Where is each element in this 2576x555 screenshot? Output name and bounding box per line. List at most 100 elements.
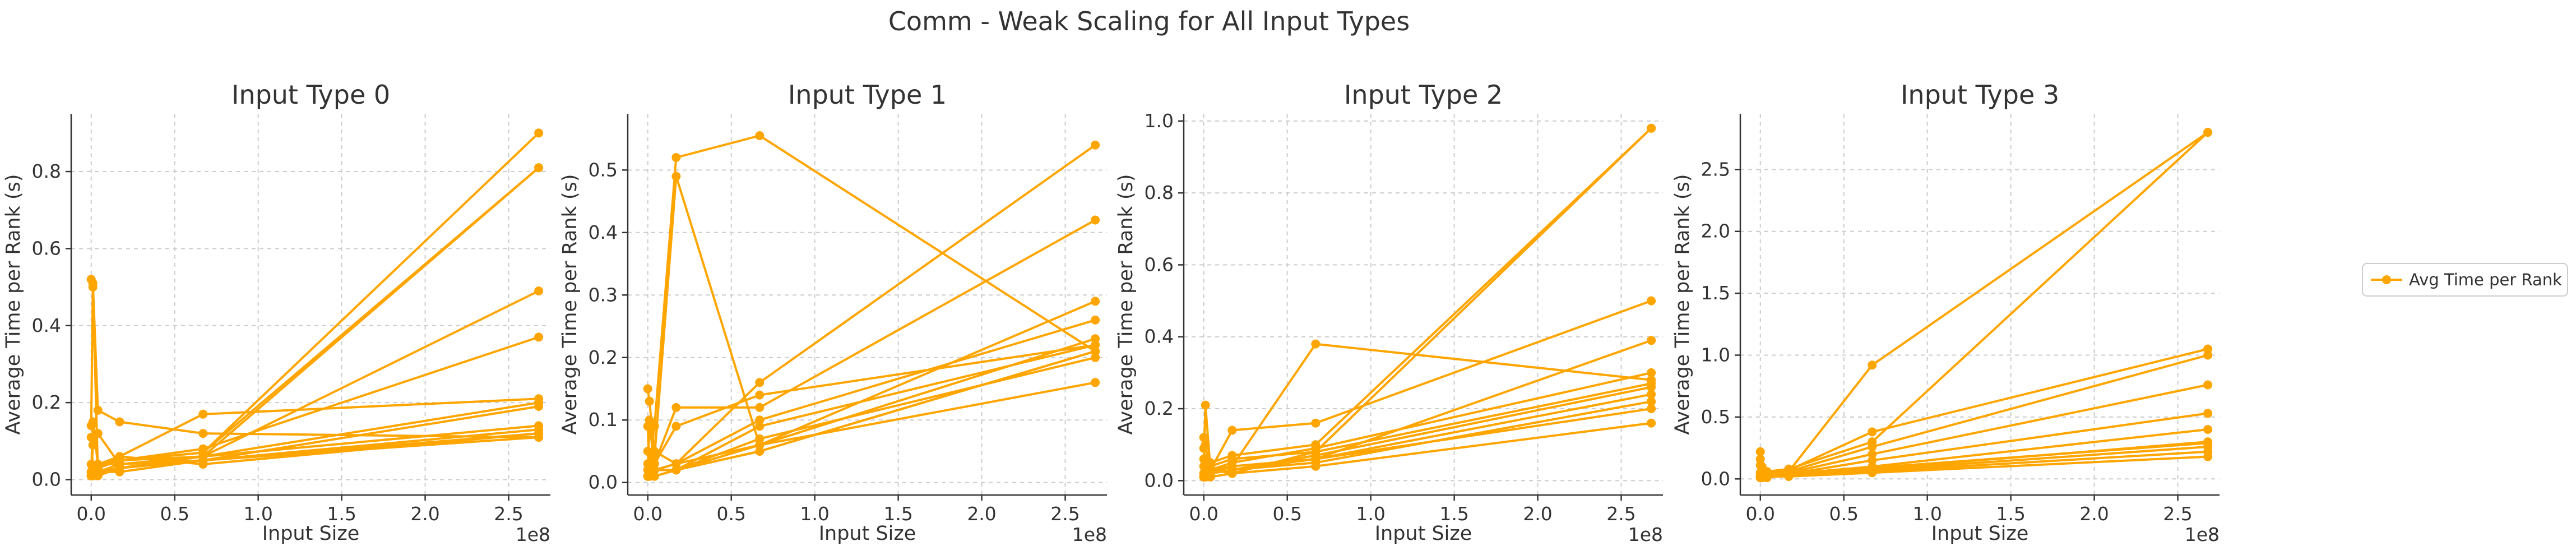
x-offset-label: 1e8 bbox=[2185, 524, 2220, 545]
data-point bbox=[1868, 442, 1877, 451]
data-point bbox=[93, 467, 103, 477]
data-point bbox=[671, 153, 681, 162]
plot-input-type-1: 0.0 0.5 1.0 1.5 2.0 2.5 0.0 0.1 0.2 0.3 0.4 0.5 1e8 I… bbox=[559, 80, 1107, 545]
data-point bbox=[1311, 461, 1321, 471]
data-point bbox=[2203, 344, 2213, 354]
data-point bbox=[755, 422, 765, 431]
x-tick-label: 1.0 bbox=[1356, 503, 1385, 525]
series-line bbox=[1202, 382, 1652, 478]
data-point bbox=[1311, 454, 1321, 464]
series-line bbox=[1202, 343, 1652, 471]
data-point bbox=[534, 286, 544, 295]
panel-title: Input Type 3 bbox=[1901, 80, 2059, 110]
data-point bbox=[1784, 470, 1794, 480]
series-line bbox=[90, 290, 539, 476]
data-point bbox=[671, 172, 681, 181]
data-point bbox=[2203, 350, 2213, 360]
data-point bbox=[198, 409, 208, 419]
y-tick-label: 0.0 bbox=[589, 471, 618, 493]
x-offset-label: 1e8 bbox=[516, 524, 550, 545]
series-line bbox=[646, 344, 1096, 477]
data-point bbox=[1227, 469, 1237, 478]
data-point bbox=[671, 459, 681, 469]
data-point bbox=[198, 429, 208, 438]
data-point bbox=[645, 396, 654, 406]
data-point bbox=[1091, 378, 1100, 387]
y-tick-label: 0.5 bbox=[1701, 406, 1730, 428]
data-point bbox=[643, 384, 652, 394]
x-tick-label: 2.0 bbox=[967, 503, 996, 525]
data-point bbox=[650, 471, 659, 481]
data-point bbox=[2203, 438, 2213, 448]
data-point bbox=[93, 460, 103, 469]
series-line bbox=[1202, 371, 1652, 478]
data-point bbox=[755, 403, 765, 412]
data-point bbox=[115, 467, 124, 477]
series-line bbox=[1202, 386, 1652, 475]
data-point bbox=[1201, 400, 1210, 410]
data-point bbox=[1227, 425, 1237, 435]
y-tick-label: 2.0 bbox=[1701, 220, 1730, 242]
x-axis-label: Input Size bbox=[1375, 522, 1472, 545]
data-point bbox=[2203, 452, 2213, 461]
y-axis-label: Average Time per Rank (s) bbox=[559, 174, 581, 434]
legend-label: Avg Time per Rank bbox=[2409, 270, 2562, 289]
data-point bbox=[1647, 296, 1656, 306]
y-axis-label: Average Time per Rank (s) bbox=[1671, 174, 1694, 434]
y-tick-label: 1.0 bbox=[1145, 110, 1174, 132]
data-point bbox=[1091, 346, 1100, 356]
data-point bbox=[1647, 379, 1656, 388]
data-point bbox=[1868, 427, 1877, 437]
data-point bbox=[1755, 455, 1765, 464]
y-tick-label: 2.5 bbox=[1701, 158, 1730, 180]
data-point bbox=[1647, 390, 1656, 399]
series-group bbox=[643, 131, 1100, 481]
data-point bbox=[1091, 140, 1100, 150]
series-line bbox=[90, 166, 540, 476]
x-tick-label: 0.5 bbox=[1272, 503, 1301, 525]
data-point bbox=[534, 128, 544, 138]
x-tick-label: 2.5 bbox=[1606, 503, 1636, 525]
data-point bbox=[534, 332, 544, 342]
x-offset-label: 1e8 bbox=[1072, 524, 1107, 545]
y-tick-label: 0.0 bbox=[32, 469, 61, 491]
data-point bbox=[645, 415, 654, 425]
data-point bbox=[115, 460, 124, 469]
data-point bbox=[755, 390, 765, 400]
legend-frame bbox=[2362, 263, 2568, 297]
panel-title: Input Type 1 bbox=[788, 80, 947, 110]
data-point bbox=[115, 452, 124, 461]
series-group bbox=[1199, 123, 1656, 482]
y-tick-label: 1.0 bbox=[1701, 344, 1730, 366]
data-point bbox=[1755, 461, 1765, 470]
panel-title: Input Type 0 bbox=[231, 80, 390, 110]
x-tick-label: 2.5 bbox=[494, 503, 523, 525]
grid bbox=[628, 114, 1107, 495]
data-point bbox=[1206, 465, 1215, 475]
data-point bbox=[671, 422, 681, 431]
data-point bbox=[2203, 425, 2213, 434]
x-tick-label: 1.0 bbox=[1912, 503, 1942, 525]
y-tick-label: 0.1 bbox=[589, 409, 618, 431]
data-point bbox=[1647, 418, 1656, 428]
data-point bbox=[534, 402, 544, 411]
data-point bbox=[755, 415, 765, 425]
y-tick-label: 0.2 bbox=[1145, 397, 1174, 419]
x-axis-label: Input Size bbox=[819, 522, 916, 545]
x-tick-label: 1.5 bbox=[327, 503, 356, 525]
data-point bbox=[2203, 409, 2213, 418]
y-tick-label: 0.4 bbox=[32, 314, 61, 336]
y-tick-label: 0.2 bbox=[32, 391, 61, 413]
x-offset-label: 1e8 bbox=[1628, 524, 1663, 545]
data-point bbox=[1311, 447, 1321, 456]
x-tick-label: 0.5 bbox=[716, 503, 745, 525]
y-tick-label: 0.8 bbox=[32, 160, 61, 182]
data-point bbox=[86, 421, 96, 431]
figure-suptitle: Comm - Weak Scaling for All Input Types bbox=[888, 6, 1410, 36]
x-tick-label: 0.0 bbox=[77, 503, 106, 525]
x-tick-label: 1.5 bbox=[1996, 503, 2025, 525]
data-point bbox=[534, 433, 544, 442]
data-point bbox=[88, 283, 98, 292]
data-point bbox=[1091, 334, 1100, 344]
